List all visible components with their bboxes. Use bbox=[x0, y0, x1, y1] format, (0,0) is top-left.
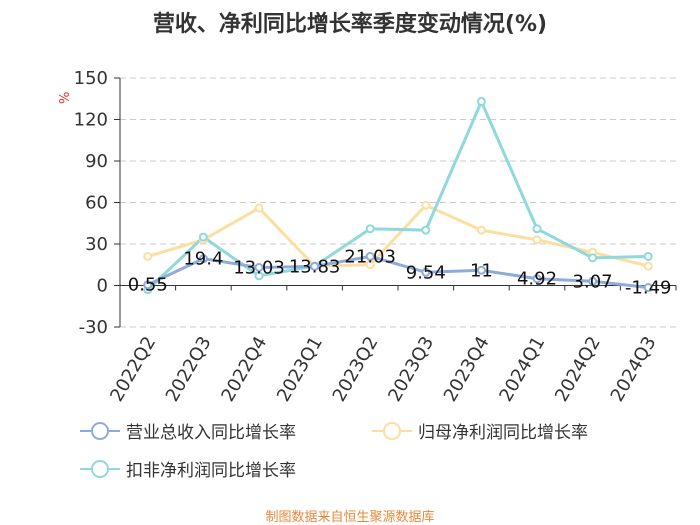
data-label: 11 bbox=[470, 260, 493, 281]
data-point-2 bbox=[254, 271, 264, 281]
data-point-2 bbox=[421, 225, 431, 235]
x-tick-label: 2022Q2 bbox=[106, 333, 160, 405]
x-tick-label: 2023Q2 bbox=[329, 333, 383, 405]
data-point-1 bbox=[421, 200, 431, 210]
x-tick-label: 2023Q3 bbox=[384, 333, 438, 405]
legend-label-deducted-profit: 扣非净利润同比增长率 bbox=[126, 461, 296, 481]
series-line-1 bbox=[147, 203, 649, 268]
data-point-1 bbox=[476, 225, 486, 235]
data-point-1 bbox=[532, 235, 542, 245]
data-label: 19.4 bbox=[183, 249, 223, 270]
data-label: 9.54 bbox=[406, 262, 446, 283]
data-label: 13.83 bbox=[289, 256, 341, 277]
y-tick-label: 30 bbox=[85, 234, 108, 255]
data-point-1 bbox=[643, 261, 653, 271]
legend-label-net-profit: 归母净利润同比增长率 bbox=[418, 423, 588, 443]
x-tick-label: 2024Q3 bbox=[607, 333, 661, 405]
x-tick-label: 2022Q3 bbox=[162, 333, 216, 405]
legend-item-deducted-profit[interactable]: 扣非净利润同比增长率 bbox=[80, 456, 296, 481]
data-point-1 bbox=[365, 260, 375, 270]
data-point-0 bbox=[421, 267, 431, 277]
y-tick-label: -30 bbox=[79, 317, 108, 338]
data-point-2 bbox=[476, 97, 486, 107]
data-point-1 bbox=[254, 203, 264, 213]
data-point-2 bbox=[198, 232, 208, 242]
data-point-2 bbox=[365, 224, 375, 234]
y-tick-label: 90 bbox=[85, 151, 108, 172]
x-tick-label: 2022Q4 bbox=[217, 333, 271, 405]
data-point-0 bbox=[254, 262, 264, 272]
legend-swatch-deducted-profit bbox=[80, 459, 120, 478]
data-point-0 bbox=[143, 280, 153, 290]
y-tick-label: 60 bbox=[85, 193, 108, 214]
data-label: 3.07 bbox=[573, 271, 613, 292]
data-point-0 bbox=[643, 283, 653, 293]
legend-item-revenue[interactable]: 营业总收入同比增长率 bbox=[80, 418, 296, 443]
data-label: 13.03 bbox=[233, 257, 285, 278]
chart-title: 营收、净利同比增长率季度变动情况(%) bbox=[152, 12, 548, 37]
y-tick-label: 0 bbox=[97, 276, 108, 297]
data-label: 0.55 bbox=[128, 275, 168, 296]
data-label: 4.92 bbox=[517, 269, 557, 290]
line-chart: -30 0 30 60 90 120 150 2022Q2 2022Q3 2022Q4 2023Q1… bbox=[74, 68, 677, 405]
legend-item-net-profit[interactable]: 归母净利润同比增长率 bbox=[372, 418, 588, 443]
data-point-0 bbox=[532, 274, 542, 284]
data-point-2 bbox=[532, 224, 542, 234]
data-point-2 bbox=[643, 251, 653, 261]
data-point-0 bbox=[588, 276, 598, 286]
x-tick-label: 2024Q2 bbox=[551, 333, 605, 405]
x-tick-label: 2024Q1 bbox=[495, 333, 549, 405]
data-point-0 bbox=[476, 265, 486, 275]
series-line-2 bbox=[146, 97, 649, 291]
x-tick-label: 2023Q4 bbox=[440, 333, 494, 405]
y-tick-label: 120 bbox=[74, 110, 108, 131]
data-label: 21.03 bbox=[344, 246, 396, 267]
source-footer: 制图数据来自恒生聚源数据库 bbox=[265, 510, 435, 525]
data-point-0 bbox=[365, 251, 375, 261]
data-point-0 bbox=[310, 261, 320, 271]
series-line-0 bbox=[147, 254, 649, 290]
data-point-2 bbox=[588, 253, 598, 263]
data-label: -1.49 bbox=[625, 278, 672, 299]
x-tick-label: 2023Q1 bbox=[273, 333, 327, 405]
legend-swatch-net-profit bbox=[372, 421, 412, 440]
legend-label-revenue: 营业总收入同比增长率 bbox=[126, 423, 296, 443]
legend-swatch-revenue bbox=[80, 421, 120, 440]
data-point-0 bbox=[198, 254, 208, 264]
y-tick-label: 150 bbox=[74, 68, 108, 89]
data-point-1 bbox=[143, 251, 153, 261]
